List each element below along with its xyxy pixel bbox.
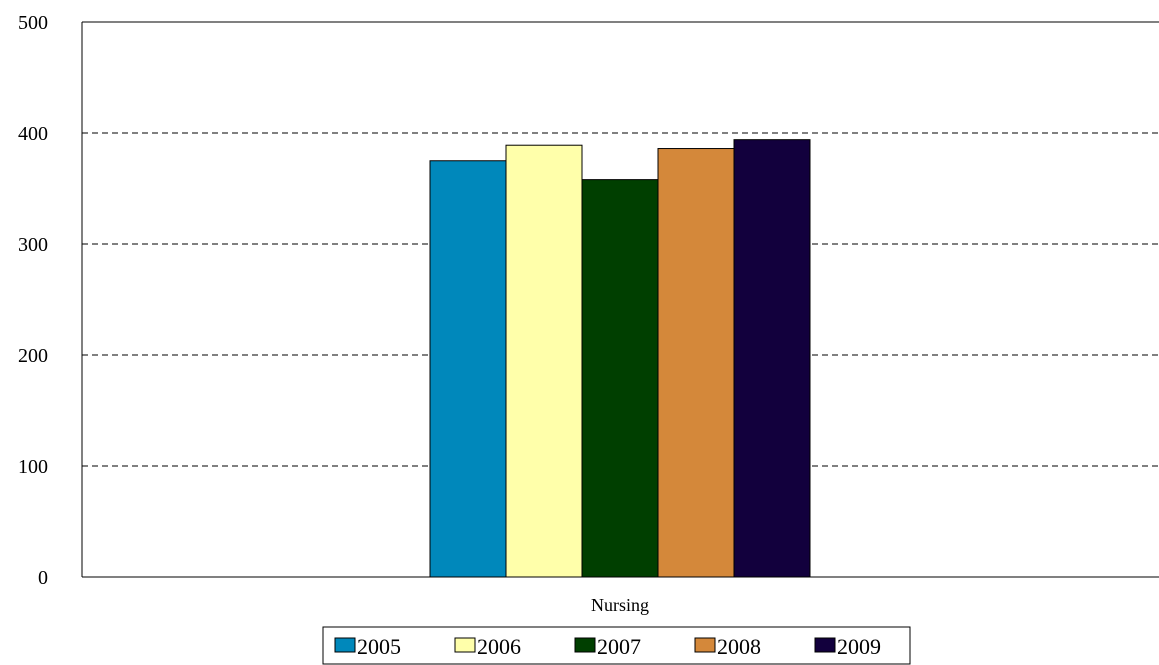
legend-label-2009: 2009 <box>837 634 881 659</box>
y-tick-labels: 0 100 200 300 400 500 <box>18 12 48 589</box>
axes <box>81 21 1159 578</box>
legend-label-2006: 2006 <box>477 634 521 659</box>
y-tick-label-200: 200 <box>18 345 48 367</box>
legend-label-2008: 2008 <box>717 634 761 659</box>
legend-swatch-2006 <box>454 637 476 653</box>
bar-2009-nursing <box>733 139 811 578</box>
bar-2008-nursing <box>657 148 735 578</box>
bar-2007-nursing <box>581 179 659 578</box>
legend-label-2005: 2005 <box>357 634 401 659</box>
legend-swatch-2008 <box>694 637 716 653</box>
bar-2006-nursing <box>505 144 583 578</box>
bars <box>429 139 811 578</box>
legend-swatch-2007 <box>574 637 596 653</box>
legend-box <box>322 626 911 665</box>
y-tick-label-0: 0 <box>38 567 48 589</box>
x-category-label-nursing: Nursing <box>591 595 649 615</box>
legend-swatch-2005 <box>334 637 356 653</box>
x-category-labels: Nursing <box>591 595 649 615</box>
y-tick-label-300: 300 <box>18 234 48 256</box>
y-tick-label-100: 100 <box>18 456 48 478</box>
legend: 2005 2006 2007 2008 2009 <box>322 626 911 665</box>
legend-label-2007: 2007 <box>597 634 641 659</box>
bar-2005-nursing <box>429 160 507 578</box>
y-tick-label-500: 500 <box>18 12 48 34</box>
y-tick-label-400: 400 <box>18 123 48 145</box>
legend-swatch-2009 <box>814 637 836 653</box>
